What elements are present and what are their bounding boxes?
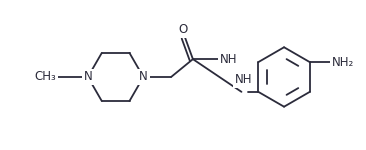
Text: NH: NH — [235, 74, 252, 86]
Text: O: O — [178, 23, 188, 36]
Text: NH₂: NH₂ — [332, 56, 354, 69]
Text: N: N — [139, 70, 148, 84]
Text: N: N — [83, 70, 92, 84]
Text: NH: NH — [220, 53, 237, 66]
Text: CH₃: CH₃ — [34, 70, 56, 84]
